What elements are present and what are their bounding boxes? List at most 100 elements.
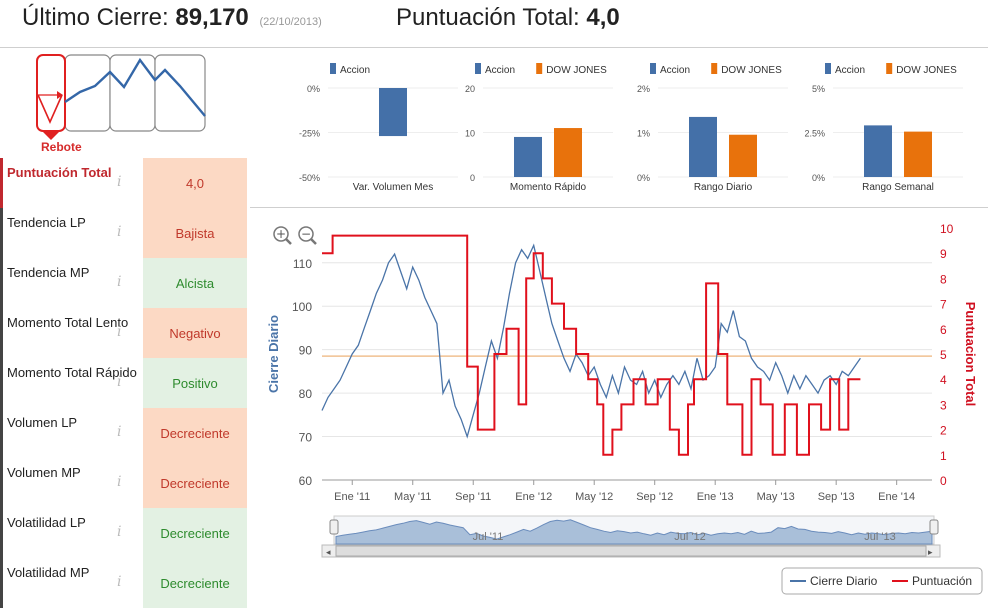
info-icon[interactable]: i: [117, 274, 122, 290]
score-value: Decreciente: [143, 558, 247, 608]
mini-charts: Accion 0% -25% -50% Var. Volumen Mes Accion DO…: [250, 50, 988, 208]
pattern-box-2: [64, 54, 111, 132]
legend-box: [781, 567, 983, 595]
mini-chart-1: Accion 0% -25% -50% Var. Volumen Mes: [299, 63, 458, 193]
legend-swatch: [825, 63, 831, 74]
x-tick-label: Sep '11: [455, 491, 491, 503]
y2-tick-label: 9: [940, 247, 947, 261]
legend-swatch: [536, 63, 543, 74]
score-label: Tendencia MP: [0, 258, 143, 308]
last-close-value: 89,170: [175, 4, 249, 31]
navigator-area: [335, 519, 933, 545]
navigator[interactable]: Jul '11 Jul '12 Jul '13: [329, 515, 939, 545]
bar-dow-jones: [904, 131, 932, 177]
x-tick-label: Ene '11: [334, 491, 370, 503]
bar-dow-jones: [554, 128, 582, 177]
info-icon[interactable]: i: [117, 174, 122, 190]
y-tick-label: 20: [465, 84, 475, 94]
legend-swatch: [330, 63, 336, 74]
info-icon[interactable]: i: [117, 524, 122, 540]
svg-text:+: +: [276, 227, 286, 241]
legend-label: Puntuación: [912, 574, 972, 588]
bar-accion: [514, 136, 542, 177]
info-icon[interactable]: i: [117, 324, 122, 340]
scroll-right-icon: ▸: [928, 548, 933, 558]
y2-tick-label: 5: [940, 348, 947, 362]
legend-label: Accion: [485, 65, 515, 76]
total-score-value: 4,0: [586, 4, 620, 31]
score-label: Puntuación Total: [0, 158, 143, 208]
navigator-label: Jul '11: [473, 531, 504, 543]
y-tick-label: 90: [299, 344, 313, 358]
x-tick-label: Ene '14: [878, 491, 915, 503]
scrollbar[interactable]: ◂ ▸: [321, 544, 941, 558]
y2-tick-label: 2: [940, 424, 947, 438]
bar-dow-jones: [729, 134, 757, 177]
y-tick-label: 70: [299, 431, 313, 445]
score-value: 4,0: [143, 158, 247, 208]
y-tick-label: 0%: [307, 84, 320, 94]
category-label: Rango Semanal: [862, 182, 934, 193]
score-label: Momento Total Lento: [0, 308, 143, 358]
y-tick-label: 80: [299, 387, 313, 401]
y2-tick-label: 4: [940, 373, 947, 387]
navigator-handle[interactable]: [929, 519, 939, 535]
mini-charts-svg: Accion 0% -25% -50% Var. Volumen Mes Accion DO…: [299, 63, 963, 193]
info-icon[interactable]: i: [117, 224, 122, 240]
info-icon[interactable]: i: [117, 574, 122, 590]
y-axis-title: Cierre Diario: [266, 315, 281, 393]
info-icon[interactable]: i: [117, 374, 122, 390]
total-score-label: Puntuación Total:: [396, 4, 580, 31]
pattern-pointer: [42, 131, 60, 140]
x-tick-label: May '12: [575, 491, 613, 503]
category-label: Momento Rápido: [510, 182, 587, 193]
zoom-out-icon[interactable]: −: [298, 226, 317, 245]
y2-tick-label: 0: [940, 474, 947, 488]
y2-axis-title: Puntuacion Total: [963, 302, 978, 406]
x-tick-label: May '11: [394, 491, 431, 503]
y-tick-label: 110: [293, 257, 312, 271]
y2-tick-label: 8: [940, 272, 947, 286]
score-value: Decreciente: [143, 408, 247, 458]
y-tick-label: 0: [470, 173, 475, 183]
y2-tick-label: 7: [940, 298, 947, 312]
zoom-in-icon[interactable]: +: [273, 226, 292, 245]
info-icon[interactable]: i: [117, 474, 122, 490]
category-label: Rango Diario: [694, 182, 753, 193]
legend-swatch: [886, 63, 893, 74]
y-tick-label: 2%: [637, 84, 650, 94]
score-value: Decreciente: [143, 458, 247, 508]
score-label: Volumen MP: [0, 458, 143, 508]
legend-swatch: [650, 63, 656, 74]
y-tick-label: 5%: [812, 84, 825, 94]
legend-label: Accion: [835, 65, 865, 76]
bar-accion: [864, 125, 892, 177]
legend-label: Accion: [660, 65, 690, 76]
score-value: Alcista: [143, 258, 247, 308]
bar-accion: [379, 88, 407, 137]
navigator-handle[interactable]: [329, 519, 339, 535]
total-score: Puntuación Total: 4,0: [396, 4, 620, 32]
chart-legend[interactable]: Cierre Diario Puntuación: [781, 567, 983, 595]
score-value: Bajista: [143, 208, 247, 258]
pattern-rebote-arrowhead: [57, 91, 63, 99]
info-icon[interactable]: i: [117, 424, 122, 440]
y-tick-label: 100: [292, 300, 312, 314]
last-close: Último Cierre: 89,170 (22/10/2013): [22, 4, 322, 32]
category-label: Var. Volumen Mes: [353, 182, 433, 193]
series-cierre-diario: [321, 243, 861, 439]
legend-label: Accion: [340, 65, 370, 76]
legend-label: DOW JONES: [721, 65, 782, 76]
y-tick-label: 0%: [812, 173, 825, 183]
rebote-pattern: Rebote: [0, 50, 247, 156]
score-label: Tendencia LP: [0, 208, 143, 258]
pattern-box-3: [109, 54, 156, 132]
score-row: Volumen MP i Decreciente: [0, 458, 247, 508]
x-tick-label: May '13: [757, 491, 795, 503]
pattern-price-line: [64, 57, 206, 117]
score-label: Volatilidad MP: [0, 558, 143, 608]
x-tick-label: Sep '13: [818, 491, 855, 503]
scrollbar-thumb: [335, 545, 927, 557]
score-row: Tendencia LP i Bajista: [0, 208, 247, 258]
